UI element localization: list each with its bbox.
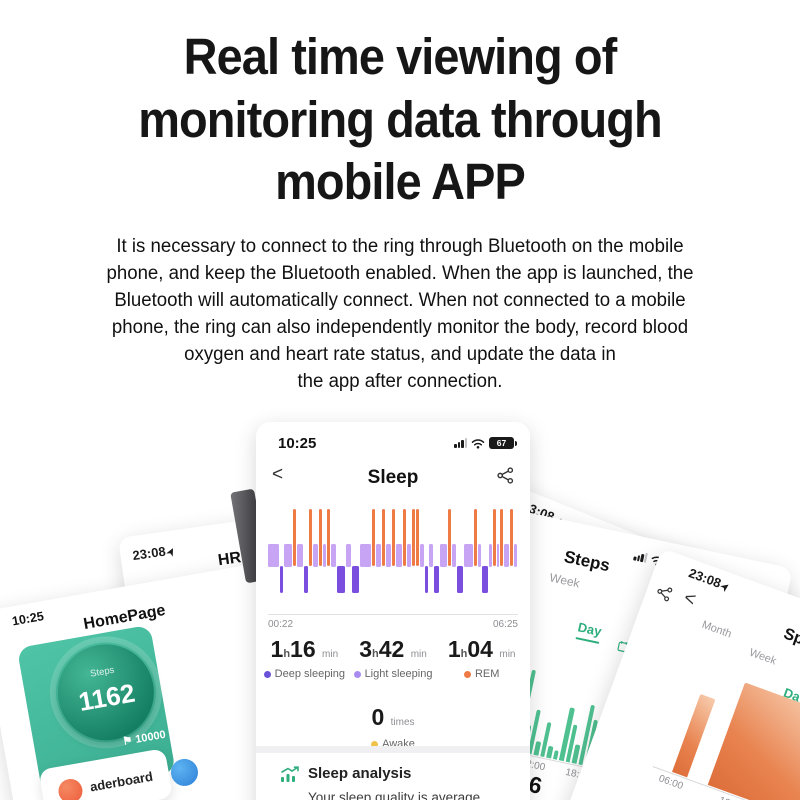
x-tick-start: 00:22: [268, 619, 294, 630]
status-time: 10:25: [278, 435, 317, 452]
tab-day[interactable]: Day: [576, 619, 603, 640]
share-icon[interactable]: [497, 467, 514, 484]
sleep-analysis-subtitle: Your sleep quality is average.: [308, 790, 484, 800]
awake-stat: 0 times Awake: [256, 704, 530, 750]
title-line-3: mobile APP: [275, 153, 526, 211]
screen-title: Sleep: [367, 467, 419, 488]
deep-dot-icon: [263, 670, 271, 678]
time-text: 23:08: [686, 565, 724, 591]
stat-rem: 1h04 min REM: [437, 636, 526, 681]
stat-legend: Light sleeping: [349, 668, 438, 680]
awake-dot-icon: [371, 740, 379, 748]
phone-screen-homepage: 10:25 HomePage Steps 1162 ⚑ 10000 47 kca…: [0, 558, 327, 800]
wifi-icon: [471, 438, 485, 449]
stat-light: 3h42 min Light sleeping: [349, 638, 438, 680]
signal-icon: [633, 550, 648, 563]
stat-deep: 1h16 min Deep sleeping: [260, 638, 349, 680]
status-time: 10:25: [10, 609, 45, 629]
sleep-analysis-icon: [280, 766, 300, 783]
rem-dot-icon: [463, 670, 471, 678]
goal-value: 10000: [134, 728, 167, 746]
stat-value: 1h16 min: [270, 636, 339, 662]
screen-title: Steps: [562, 547, 612, 576]
x-axis-line: [268, 614, 518, 615]
x-tick-end: 06:25: [492, 619, 518, 630]
leaderboard-icon: [56, 777, 85, 800]
time-text: 23:08: [131, 543, 167, 564]
page-title: Real time viewing of monitoring data thr…: [32, 26, 768, 214]
status-time: 23:08➤: [131, 542, 179, 564]
awake-value: 0 times: [371, 704, 415, 730]
screen-title: Sp: [781, 625, 800, 649]
location-arrow-icon: ➤: [719, 580, 733, 595]
leaderboard-label: aderboard: [88, 768, 154, 795]
location-arrow-icon: ➤: [165, 545, 179, 559]
sleep-hypnogram-chart: [268, 504, 518, 604]
tab-month[interactable]: Month: [700, 618, 734, 641]
section-divider: [256, 746, 530, 753]
back-button[interactable]: <: [680, 587, 699, 611]
share-icon[interactable]: [655, 583, 674, 602]
title-line-2: monitoring data through: [138, 90, 662, 148]
stat-value: 3h42 min: [359, 636, 427, 662]
intro-paragraph: It is necessary to connect to the ring t…: [106, 236, 694, 392]
tab-week[interactable]: Week: [747, 646, 778, 668]
sleep-stats-row: 1h16 min Deep sleeping 3h42 min Light sl…: [260, 638, 526, 680]
title-line-1: Real time viewing of: [183, 28, 618, 85]
back-button[interactable]: <: [272, 464, 284, 485]
stat-legend: REM: [437, 668, 526, 680]
light-dot-icon: [353, 670, 361, 678]
phone-screen-spo2: 23:08➤ < Sp Month Week Day 06:00 12:00: [545, 548, 800, 800]
phone-screen-sleep: 10:25 67 < Sleep 00:22 06:25 1h16 min De…: [256, 422, 530, 800]
battery-icon: 67: [489, 437, 517, 449]
tab-week[interactable]: Week: [548, 570, 581, 591]
status-icons: 67: [454, 437, 517, 449]
signal-icon: [454, 438, 467, 448]
stat-legend: Deep sleeping: [260, 668, 349, 680]
flag-icon: ⚑: [121, 734, 134, 749]
sleep-analysis-title: Sleep analysis: [308, 765, 412, 782]
stat-value: 1h04 min: [447, 636, 516, 662]
